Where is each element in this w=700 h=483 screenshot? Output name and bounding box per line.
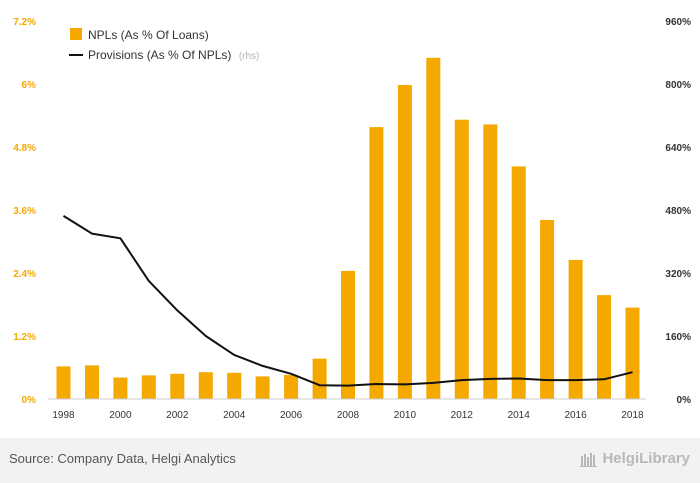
chart-panel: 0% 1.2% 2.4% 3.6% 4.8% 6% 7.2% 0% 160% 320% 480% 6… (0, 0, 700, 438)
npl-bar (625, 307, 640, 399)
npl-bar (426, 57, 441, 400)
x-tick-label: 2008 (337, 410, 360, 421)
provisions-line (62, 215, 633, 387)
npl-bar (369, 127, 384, 399)
npl-bar (397, 85, 412, 399)
legend-rhs-note: (rhs) (239, 51, 260, 62)
y-left-tick-label: 0% (22, 395, 37, 406)
npl-bar (511, 166, 526, 399)
x-tick-label: 2006 (280, 410, 303, 421)
y-left-tick-label: 4.8% (13, 143, 36, 154)
npl-bar (56, 366, 71, 399)
x-tick-label: 2018 (621, 410, 644, 421)
brand-logo[interactable]: HelgiLibrary (580, 450, 690, 467)
npl-bar (255, 376, 270, 399)
left-axis: 0% 1.2% 2.4% 3.6% 4.8% 6% 7.2% (13, 17, 36, 406)
legend: NPLs (As % Of Loans) Provisions (As % Of… (69, 28, 259, 63)
provisions-line-group (62, 215, 633, 387)
npl-bar (284, 374, 299, 399)
npl-bar (198, 372, 213, 399)
npl-bar (568, 259, 583, 399)
library-icon (580, 452, 598, 467)
x-tick-label: 2016 (564, 410, 587, 421)
y-right-tick-label: 640% (665, 143, 691, 154)
x-tick-label: 2000 (109, 410, 132, 421)
y-right-tick-label: 480% (665, 206, 691, 217)
y-left-tick-label: 1.2% (13, 332, 36, 343)
x-tick-label: 2004 (223, 410, 246, 421)
y-right-tick-label: 960% (665, 17, 691, 28)
npl-bar (540, 220, 555, 399)
footer: Source: Company Data, Helgi Analytics He… (0, 438, 700, 483)
x-tick-label: 2012 (451, 410, 474, 421)
x-tick-label: 2010 (394, 410, 417, 421)
npl-bar (170, 373, 185, 399)
npl-bar (341, 270, 355, 399)
y-left-tick-label: 7.2% (13, 17, 36, 28)
x-tick-label: 2014 (508, 410, 531, 421)
y-right-tick-label: 320% (665, 269, 691, 280)
y-right-tick-label: 160% (665, 332, 691, 343)
right-axis: 0% 160% 320% 480% 640% 800% 960% (665, 17, 691, 406)
legend-label-provisions-wrap: Provisions (As % Of NPLs) (rhs) (88, 46, 259, 63)
npl-bar (483, 124, 498, 400)
x-tick-label: 1998 (52, 410, 75, 421)
y-left-tick-label: 6% (22, 80, 37, 91)
legend-label-npls: NPLs (As % Of Loans) (88, 28, 209, 42)
npl-bar (85, 365, 99, 399)
npl-bar (227, 372, 242, 400)
npl-bar (113, 377, 128, 399)
y-left-tick-label: 2.4% (13, 269, 36, 280)
y-right-tick-label: 800% (665, 80, 691, 91)
legend-swatch-npls (70, 28, 82, 40)
npl-bars (56, 57, 640, 400)
x-axis: 1998 2000 2002 2004 2006 2008 2010 2012 2014 2016… (52, 410, 644, 421)
legend-label-provisions: Provisions (As % Of NPLs) (88, 48, 231, 62)
npl-bar (312, 358, 327, 399)
npl-bar (597, 295, 611, 399)
y-right-tick-label: 0% (677, 395, 692, 406)
npl-bar (454, 119, 469, 399)
x-tick-label: 2002 (166, 410, 189, 421)
source-note: Source: Company Data, Helgi Analytics (9, 451, 236, 466)
brand-name: HelgiLibrary (602, 450, 690, 467)
chart: 0% 1.2% 2.4% 3.6% 4.8% 6% 7.2% 0% 160% 320% 480% 6… (13, 17, 691, 421)
npl-bar (141, 375, 156, 399)
y-left-tick-label: 3.6% (13, 206, 36, 217)
